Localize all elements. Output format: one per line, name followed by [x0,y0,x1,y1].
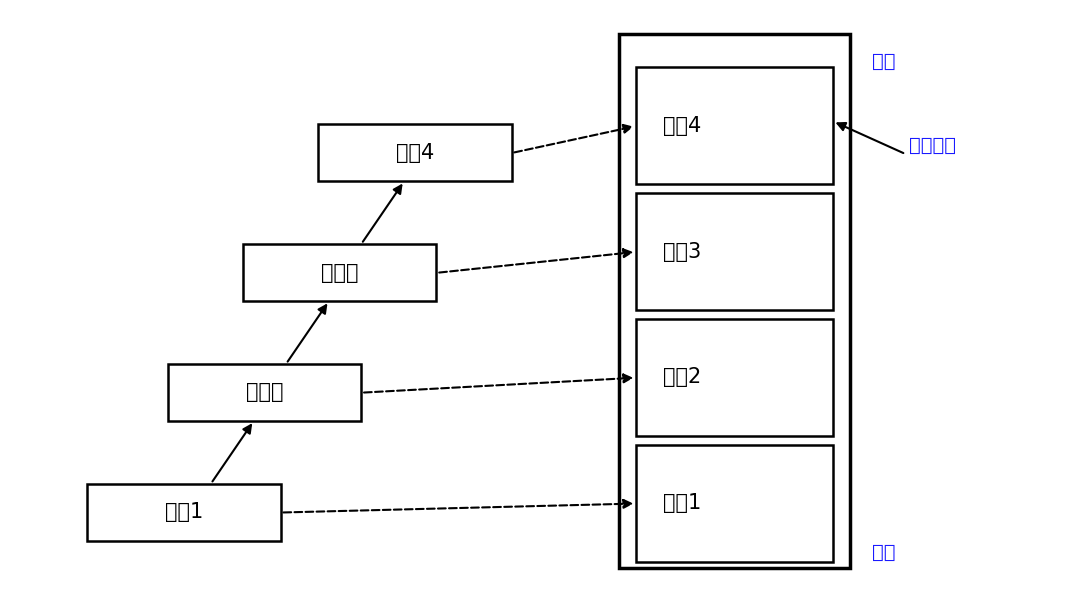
Bar [637,67,833,184]
Text: 方法1: 方法1 [165,502,204,522]
Bar [637,445,833,562]
Text: 栈帧2: 栈帧2 [663,367,701,388]
Text: 方法二: 方法二 [246,382,283,402]
Bar [637,193,833,310]
Text: 栈帧3: 栈帧3 [663,241,701,261]
Bar [637,319,833,436]
Bar [168,364,361,421]
Text: 方法4: 方法4 [396,143,434,163]
Bar [319,124,512,181]
Text: 栈底: 栈底 [871,543,895,562]
Text: 方法三: 方法三 [321,262,359,282]
Text: 栈顶: 栈顶 [871,52,895,71]
Text: 栈帧4: 栈帧4 [663,116,701,135]
Text: 当前栈帧: 当前栈帧 [909,135,956,155]
Bar [243,244,436,301]
Text: 栈帧1: 栈帧1 [663,493,701,514]
Bar [87,484,281,541]
Bar [619,34,850,568]
